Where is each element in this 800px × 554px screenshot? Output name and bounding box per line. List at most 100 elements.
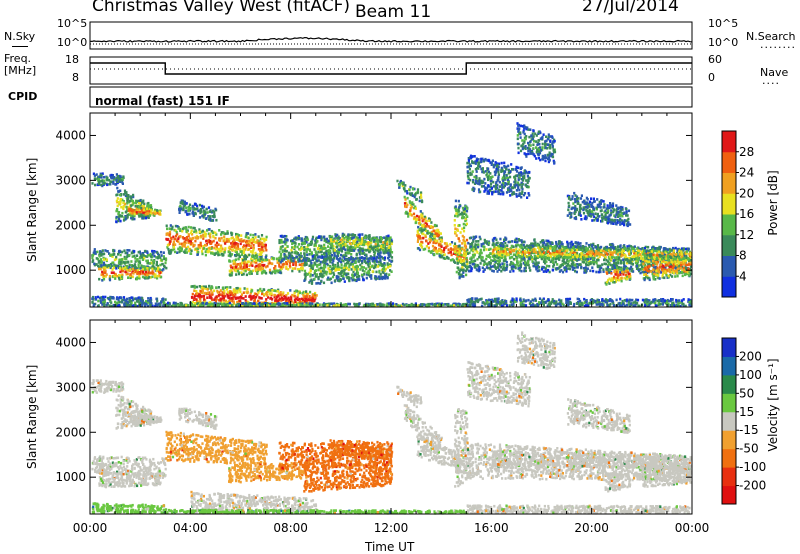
data-cell (303, 252, 306, 255)
noise-left-tick-top: 10^5 (57, 17, 88, 30)
data-cell (235, 242, 238, 245)
data-cell (358, 278, 361, 281)
data-cell (227, 296, 230, 299)
data-cell (403, 195, 406, 199)
data-cell (187, 241, 190, 245)
data-cell (359, 256, 362, 259)
data-cell (339, 272, 342, 275)
data-cell (321, 247, 324, 250)
data-cell (465, 209, 469, 213)
data-cell (133, 217, 136, 221)
data-cell (186, 229, 189, 232)
data-cell (454, 230, 457, 234)
cpid-label: CPID (8, 90, 38, 103)
data-cell (91, 297, 94, 300)
data-cell (367, 270, 370, 273)
data-cell (155, 256, 158, 259)
data-cell (268, 261, 271, 265)
data-cell (384, 248, 387, 251)
data-cell (311, 274, 314, 277)
data-cell (148, 271, 151, 275)
data-cell (237, 299, 241, 303)
data-cell (223, 235, 226, 238)
data-cell (447, 304, 450, 307)
data-cell (139, 199, 142, 202)
data-cell (354, 234, 357, 237)
data-cell (283, 253, 286, 256)
data-cell (217, 304, 220, 307)
data-cell (424, 235, 427, 239)
data-cell (259, 256, 262, 260)
data-cell (347, 261, 350, 264)
data-cell (296, 268, 300, 271)
data-cell (293, 304, 297, 307)
data-cell (351, 236, 354, 240)
data-cell (112, 261, 115, 264)
data-cell (181, 244, 184, 248)
data-cell (253, 300, 256, 303)
data-cell (199, 241, 202, 245)
data-cell (144, 268, 147, 271)
data-cell (237, 267, 240, 271)
data-cell (178, 250, 181, 254)
data-cell (229, 293, 232, 297)
data-cell (100, 260, 103, 263)
data-cell (434, 239, 437, 243)
data-cell (111, 268, 114, 271)
data-cell (102, 300, 105, 304)
data-cell (463, 207, 466, 210)
data-cell (301, 292, 304, 295)
data-cell (356, 275, 359, 279)
data-cell (280, 296, 283, 300)
data-cell (135, 211, 138, 214)
data-cell (266, 265, 269, 268)
data-cell (206, 296, 209, 299)
data-cell (288, 254, 291, 258)
data-cell (118, 296, 121, 299)
data-cell (375, 275, 378, 279)
data-cell (201, 286, 204, 290)
data-cell (317, 277, 320, 280)
data-cell (96, 258, 100, 261)
data-cell (199, 289, 202, 293)
data-cell (134, 257, 137, 260)
data-cell (153, 210, 157, 214)
data-cell (116, 204, 119, 208)
data-cell (215, 297, 218, 301)
data-cell (102, 182, 105, 185)
data-cell (142, 204, 146, 207)
data-cell (348, 242, 352, 245)
data-cell (138, 202, 141, 205)
data-cell (350, 268, 353, 271)
data-cell (249, 250, 253, 253)
data-cell (196, 204, 199, 208)
data-cell (463, 242, 467, 245)
data-cell (240, 238, 243, 241)
data-cell (208, 215, 211, 219)
data-cell (128, 297, 131, 300)
data-cell (219, 293, 222, 296)
data-cell (344, 242, 347, 246)
data-cell (462, 229, 466, 233)
data-cell (125, 257, 128, 261)
data-cell (408, 188, 411, 192)
data-cell (161, 262, 164, 266)
data-cell (349, 245, 352, 248)
data-cell (255, 295, 258, 299)
data-cell (143, 305, 147, 308)
freq-panel-frame (89, 56, 693, 85)
data-cell (202, 245, 205, 248)
data-cell (119, 200, 122, 204)
data-cell (273, 267, 276, 270)
data-cell (184, 202, 187, 205)
data-cell (364, 236, 367, 240)
data-cell (261, 248, 264, 251)
nave-label: Nave (760, 66, 789, 79)
data-cell (142, 199, 145, 203)
data-cell (121, 298, 124, 302)
data-cell (427, 249, 430, 253)
data-cell (274, 269, 277, 273)
data-cell (94, 298, 98, 301)
data-cell (467, 265, 470, 268)
data-cell (360, 241, 363, 244)
